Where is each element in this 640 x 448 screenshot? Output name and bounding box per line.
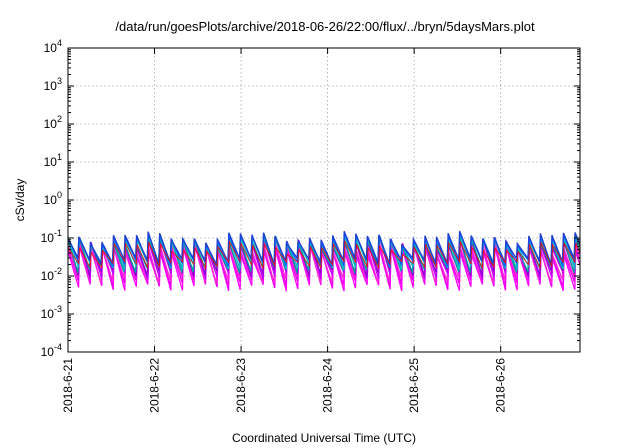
x-tick-label: 2018-6-24: [321, 358, 335, 413]
x-tick-label: 2018-6-22: [148, 358, 162, 413]
y-tick-label: 100: [44, 190, 62, 207]
x-tick-label: 2018-6-26: [494, 358, 508, 413]
y-tick-base: 10: [41, 269, 55, 283]
y-tick-label: 103: [44, 76, 62, 93]
x-tick-label: 2018-6-23: [234, 358, 248, 413]
x-tick-label: 2018-6-25: [407, 358, 421, 413]
series-layer: [67, 230, 581, 292]
y-tick-exponent: 0: [57, 190, 62, 200]
y-tick-base: 10: [44, 41, 58, 55]
y-tick-label: 102: [44, 114, 62, 131]
y-tick-exponent: 3: [57, 76, 62, 86]
y-tick-exponent: 1: [57, 152, 62, 162]
y-tick-label: 104: [44, 38, 62, 55]
y-tick-exponent: 4: [57, 38, 62, 48]
y-tick-label: 10-1: [41, 228, 62, 245]
series-line: [68, 230, 580, 265]
y-tick-exponent: 2: [57, 114, 62, 124]
x-tick-label: 2018-6-21: [61, 358, 75, 413]
y-tick-exponent: -4: [54, 342, 62, 352]
series-line: [67, 240, 581, 270]
y-tick-label: 10-2: [41, 266, 62, 283]
tick-layer: 10410310210110010-110-210-310-42018-6-21…: [41, 38, 580, 413]
y-tick-base: 10: [41, 345, 55, 359]
y-tick-base: 10: [41, 307, 55, 321]
y-tick-label: 101: [44, 152, 62, 169]
y-tick-base: 10: [44, 155, 58, 169]
y-tick-base: 10: [44, 79, 58, 93]
chart-title: /data/run/goesPlots/archive/2018-06-26/2…: [115, 19, 535, 34]
y-tick-base: 10: [44, 117, 58, 131]
y-tick-base: 10: [41, 231, 55, 245]
y-tick-exponent: -3: [54, 304, 62, 314]
y-tick-exponent: -2: [54, 266, 62, 276]
y-axis-label: cSv/day: [13, 179, 27, 222]
y-tick-label: 10-3: [41, 304, 62, 321]
y-tick-label: 10-4: [41, 342, 62, 359]
y-tick-base: 10: [44, 193, 58, 207]
y-tick-exponent: -1: [54, 228, 62, 238]
x-axis-label: Coordinated Universal Time (UTC): [232, 431, 416, 445]
grid-layer: [68, 48, 580, 352]
